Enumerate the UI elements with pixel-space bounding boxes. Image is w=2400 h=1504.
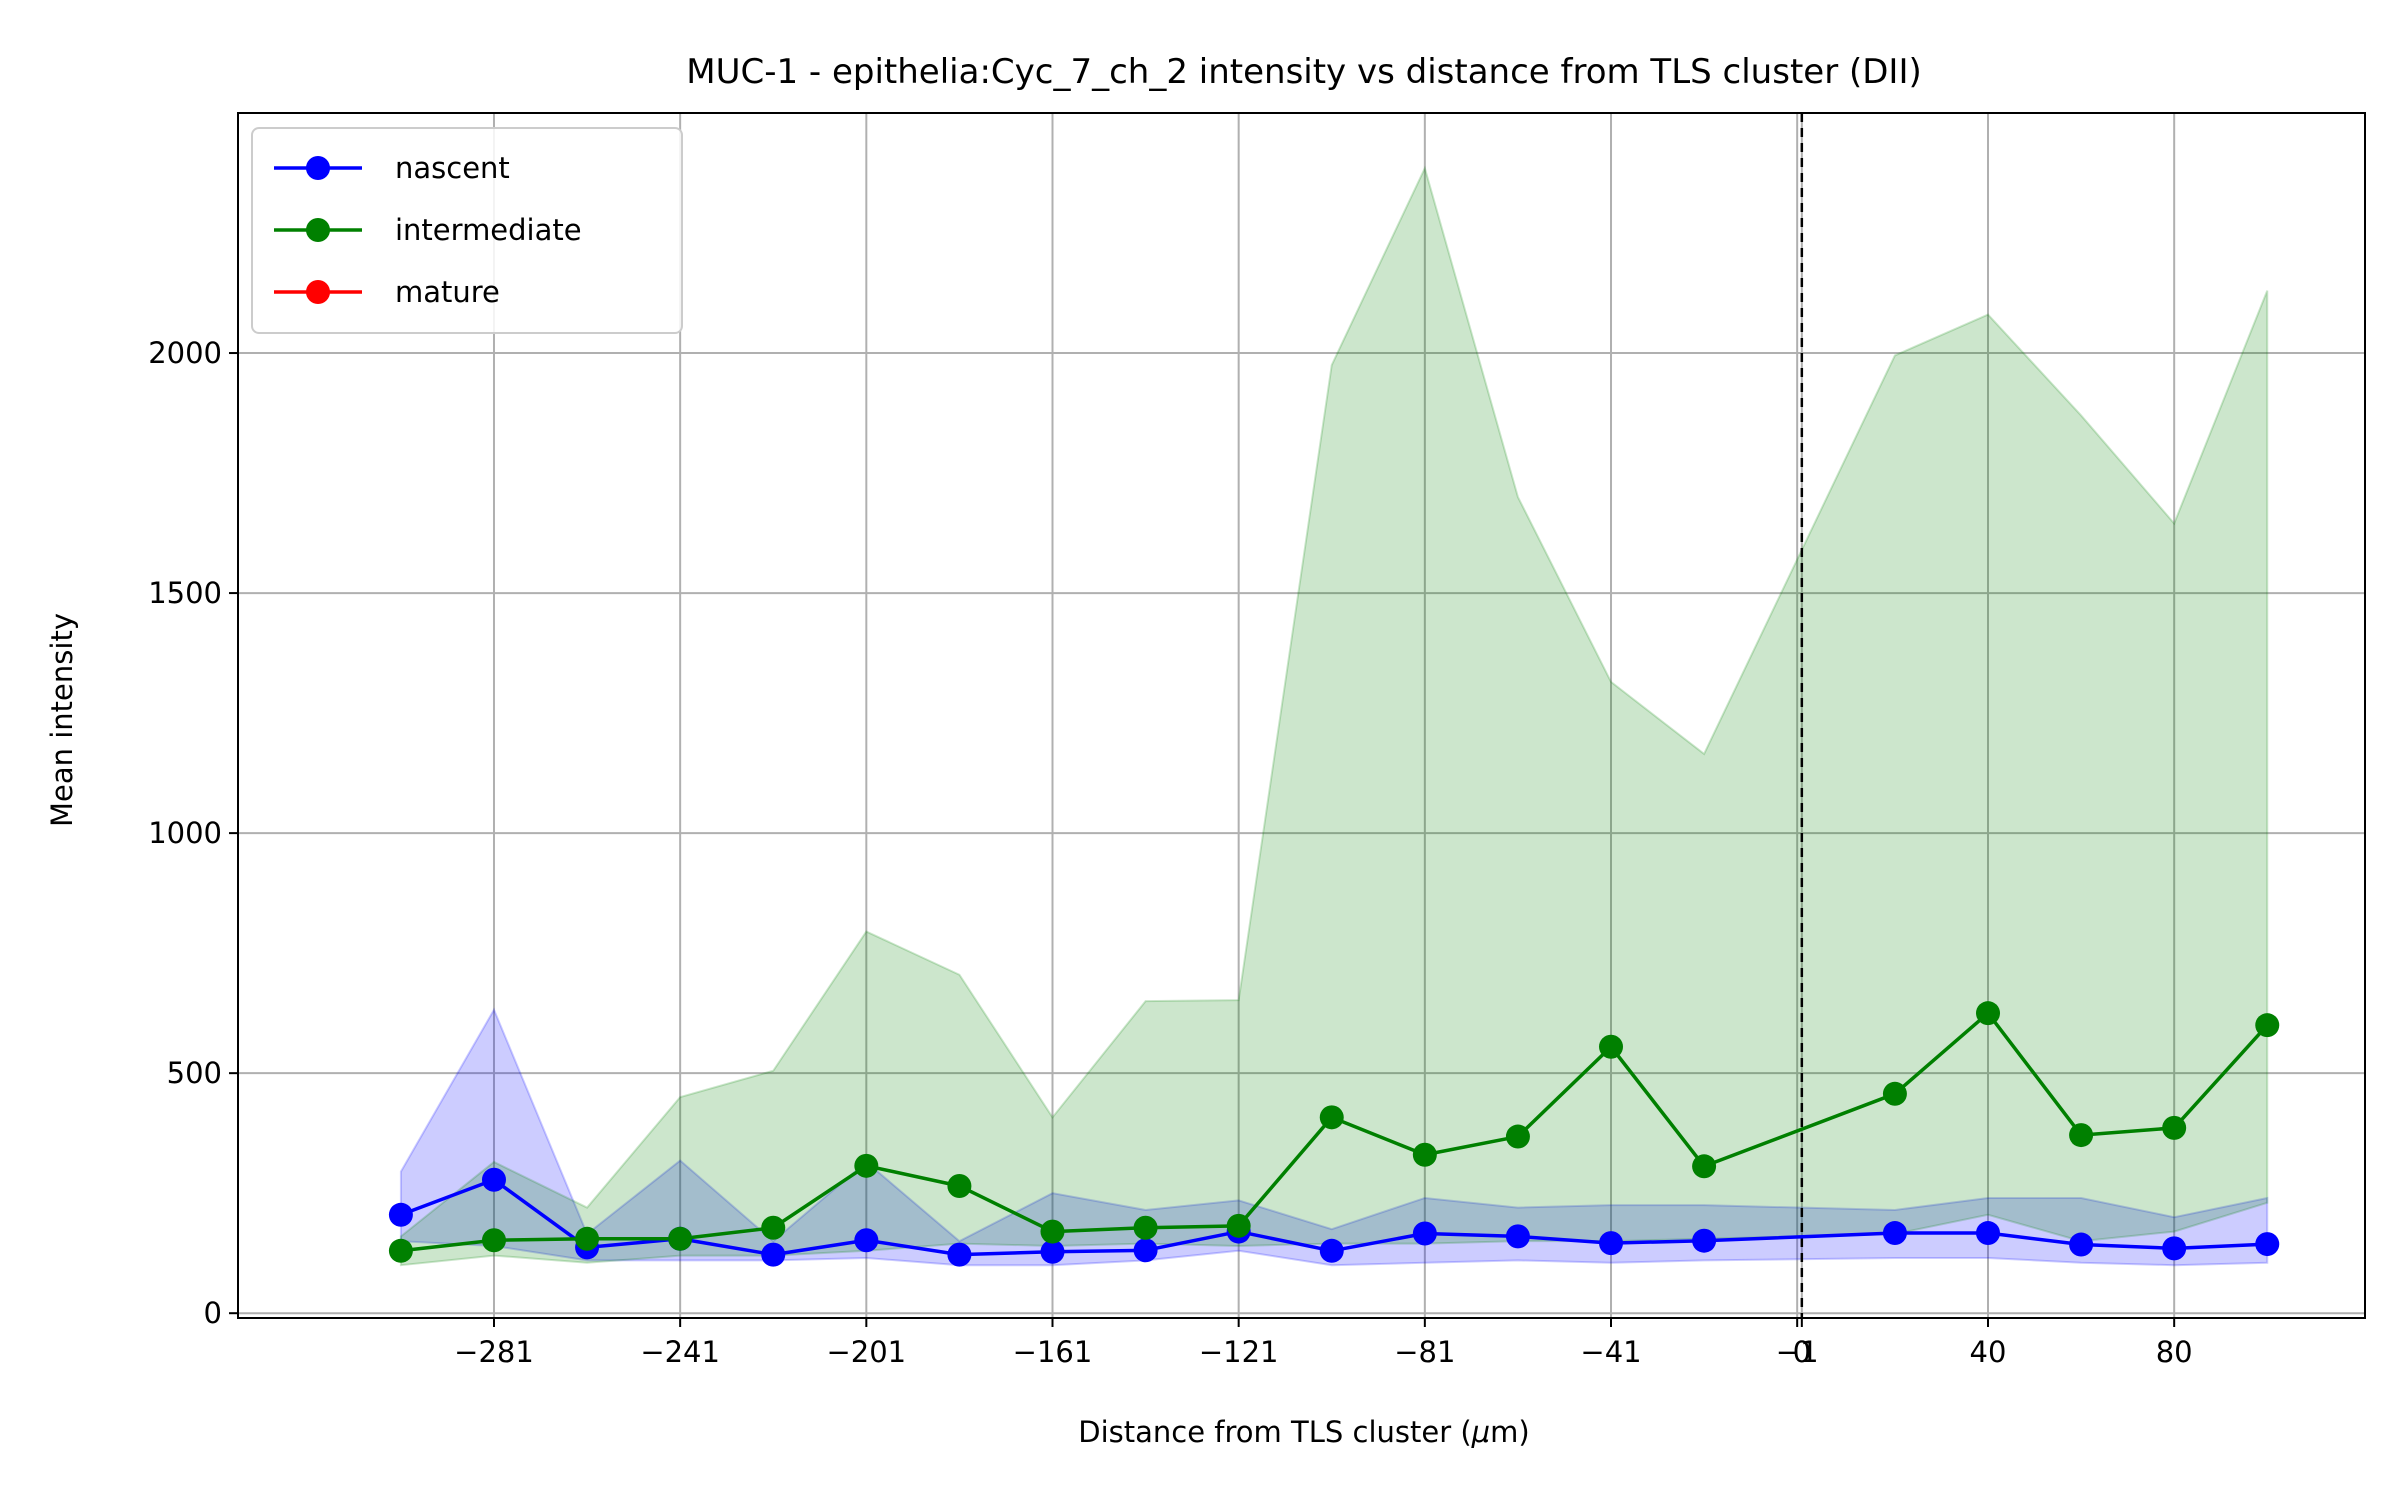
point-intermediate — [1882, 1081, 1907, 1106]
y-axis-label: Mean intensity — [45, 613, 79, 827]
point-intermediate — [668, 1226, 693, 1251]
y-tick-label: 1000 — [148, 816, 222, 850]
point-intermediate — [1133, 1215, 1158, 1240]
series-lines — [400, 1011, 2269, 1257]
legend-box — [251, 127, 683, 334]
point-intermediate — [947, 1173, 972, 1198]
legend-marker-mature — [306, 280, 330, 304]
point-nascent — [1412, 1221, 1437, 1246]
point-intermediate — [1412, 1142, 1437, 1167]
point-intermediate — [1505, 1124, 1530, 1149]
x-axis-label: Distance from TLS cluster (μm) — [1078, 1415, 1529, 1449]
y-tick-label: 0 — [204, 1296, 222, 1330]
point-intermediate — [1599, 1034, 1624, 1059]
point-intermediate — [1319, 1105, 1344, 1130]
point-intermediate — [2069, 1123, 2094, 1148]
point-nascent — [1882, 1221, 1907, 1246]
point-intermediate — [2255, 1013, 2280, 1038]
point-nascent — [1133, 1238, 1158, 1263]
x-tick-label: 40 — [1970, 1335, 2007, 1369]
point-nascent — [947, 1242, 972, 1267]
point-nascent — [2069, 1232, 2094, 1257]
point-nascent — [2255, 1232, 2280, 1257]
point-intermediate — [1226, 1213, 1251, 1238]
point-nascent — [1505, 1224, 1530, 1249]
x-tick-label: −121 — [1199, 1335, 1279, 1369]
x-tick-label: 0 — [1793, 1335, 1811, 1369]
point-intermediate — [854, 1153, 879, 1178]
x-tick-label: −281 — [454, 1335, 534, 1369]
legend-marker-nascent — [306, 156, 330, 180]
x-tick-label: −1 — [1776, 1335, 1819, 1369]
y-tick-label: 1500 — [148, 576, 222, 610]
x-tick-label: −81 — [1394, 1335, 1455, 1369]
point-nascent — [1040, 1239, 1065, 1264]
legend-label-intermediate: intermediate — [395, 213, 582, 247]
x-tick-label: −161 — [1013, 1335, 1093, 1369]
point-intermediate — [2162, 1115, 2187, 1140]
point-nascent — [388, 1202, 413, 1227]
y-tick-label: 500 — [167, 1056, 222, 1090]
point-intermediate — [388, 1238, 413, 1263]
x-tick-label: −241 — [640, 1335, 720, 1369]
point-intermediate — [481, 1228, 506, 1253]
x-tick-label: 80 — [2156, 1335, 2193, 1369]
point-intermediate — [761, 1215, 786, 1240]
band-nascent — [399, 1007, 2269, 1267]
point-intermediate — [575, 1226, 600, 1251]
line-nascent — [400, 1177, 2268, 1257]
point-nascent — [481, 1167, 506, 1192]
point-nascent — [1599, 1231, 1624, 1256]
point-intermediate — [1040, 1219, 1065, 1244]
point-nascent — [1692, 1228, 1717, 1253]
x-axis-ticks: −281 −241 −201 −161 −121 −81 −41 −10 40 80 — [454, 1318, 2193, 1369]
line-intermediate — [400, 1011, 2269, 1253]
x-tick-label: −41 — [1580, 1335, 1641, 1369]
series-markers — [388, 1001, 2280, 1267]
point-nascent — [1976, 1221, 2001, 1246]
plot-area-frame — [237, 112, 2366, 1319]
y-axis-ticks: 0 500 1000 1500 2000 — [148, 336, 238, 1330]
x-tick-label: −201 — [826, 1335, 906, 1369]
point-nascent — [2162, 1236, 2187, 1261]
legend: nascent intermediate mature — [251, 127, 683, 334]
point-intermediate — [1976, 1001, 2001, 1026]
legend-label-mature: mature — [395, 275, 500, 309]
chart-title: MUC-1 - epithelia:Cyc_7_ch_2 intensity v… — [686, 52, 1922, 92]
point-intermediate — [1692, 1154, 1717, 1179]
point-nascent — [761, 1242, 786, 1267]
point-nascent — [854, 1228, 879, 1253]
legend-label-nascent: nascent — [395, 151, 510, 185]
legend-marker-intermediate — [306, 218, 330, 242]
point-nascent — [1319, 1238, 1344, 1263]
y-tick-label: 2000 — [148, 336, 222, 370]
